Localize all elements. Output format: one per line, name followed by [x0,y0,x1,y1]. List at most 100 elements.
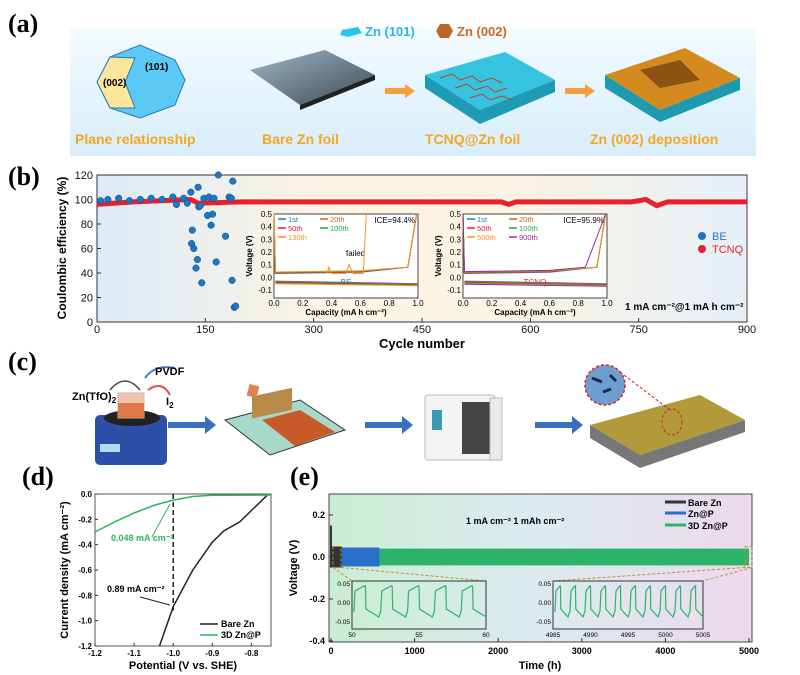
y-tick-label: -0.8 [78,591,92,600]
x-tick-label: 450 [413,324,431,336]
legend-3d-zn-p: 3D Zn@P [221,630,261,640]
inset-y-axis-label: Voltage (V) [245,235,254,277]
y-tick-label: 0 [87,317,93,329]
y-tick-label: 0.0 [312,552,325,562]
data-point-be [214,171,222,179]
data-point-be [169,193,177,201]
data-point-be [232,302,240,310]
y-tick-label: 20 [81,293,93,305]
inset-discharge-curve [464,280,608,285]
data-point-be [147,194,155,202]
inset-y-tick-label: 0.5 [450,210,462,219]
data-point-be [136,195,144,204]
inset-x-tick-label: 4985 [546,632,561,639]
inset-y-tick-label: 0.3 [450,235,462,244]
inset-legend-label: 130th [288,233,307,242]
inset-y-tick-label: 0.2 [261,248,273,257]
inset-discharge-curve [464,281,608,285]
panel-a: (a) Zn (101) Zn (002) (101) (002) Plane … [8,9,756,156]
inset-x-tick-label: 5005 [696,632,711,639]
data-point-be [210,194,218,202]
data-point-be [97,197,105,205]
face-101-label: (101) [145,62,168,73]
inset-x-tick-label: 55 [415,632,423,639]
tcnq-zn-foil-image [425,52,555,110]
x-tick-label: 900 [738,324,756,336]
data-point-be [172,200,180,208]
legend-marker-tcnq [698,245,706,253]
x-axis-label: Time (h) [519,660,562,672]
data-point-be [198,279,206,287]
data-point-be [193,255,201,264]
x-tick-label: 4000 [655,646,675,656]
x-tick-label: 1000 [405,646,425,656]
legend-bare-zn: Bare Zn [688,498,722,508]
inset-x-tick-label: 0.2 [486,299,498,308]
y-tick-label: -0.2 [309,594,325,604]
iodine-label: I2 [166,396,174,410]
panel-label: (e) [290,462,319,491]
y-tick-label: -1.0 [78,617,92,626]
inset-y-tick-label: 0.4 [261,223,273,232]
zoom-region-marker [332,546,342,568]
x-tick-label: 150 [196,324,214,336]
legend-be: BE [712,231,727,243]
arrow-icon [565,84,595,98]
salt-label: Zn(TfO)2 [72,391,117,405]
inset-charge-curve [273,213,418,273]
y-axis-label: Voltage (V) [288,539,300,596]
inset-charge-curve [462,213,607,273]
deposit-region [640,60,700,88]
inset-discharge-curve [464,283,608,287]
condition-annotation: 1 mA cm⁻²@1 mA h cm⁻² [625,302,744,313]
inset-discharge-curve [464,283,608,287]
step-label: TCNQ@Zn foil [425,131,520,147]
annotation-arrow [139,596,171,606]
x-tick-label: 600 [521,324,539,336]
inset-y-tick-label: -0.1 [447,286,461,295]
inset-y-tick-label: 0.1 [450,261,462,270]
inset-voltage-profile [352,585,487,618]
legend-zn-p: Zn@P [688,509,714,519]
inset-y-tick-label: -0.1 [258,286,272,295]
data-point-be [115,194,123,202]
data-point-be [194,183,202,191]
inset-x-tick-label: 0.0 [268,299,280,308]
legend-zn002: Zn (002) [457,24,507,39]
inset-y-tick-label: 0.2 [450,248,462,257]
inset-x-tick-label: 0.2 [297,299,309,308]
y-tick-label: 100 [75,195,93,207]
voltage-band-bare-zn [331,546,342,568]
condition-annotation: 1 mA cm⁻² 1 mAh cm⁻² [466,516,564,526]
data-point-be [196,202,204,210]
y-axis-label: Coulombic efficiency (%) [55,177,69,320]
inset-x-tick-label: 4990 [583,632,598,639]
inset-y-tick-label: 0.05 [538,581,551,588]
inset-discharge-curve [275,281,419,285]
data-point-be [183,199,191,207]
inset-y-tick-label: 0.0 [261,273,273,282]
data-point-be [209,210,217,218]
panel-label: (c) [8,347,37,376]
inset-x-tick-label: 4995 [621,632,636,639]
inset-y-axis-label: Voltage (V) [434,235,443,277]
data-point-be [125,197,134,205]
face-002-label: (002) [103,78,126,89]
y-axis-label: Current density (mA cm⁻²) [59,501,71,639]
inset-x-tick-label: 0.8 [384,299,396,308]
foil-edge [300,75,375,110]
crystal-illustration: (101) (002) [96,44,186,119]
legend-zn101: Zn (101) [365,24,415,39]
inset-y-tick-label: 0.3 [261,235,273,244]
x-axis-label: Potential (V vs. SHE) [129,660,238,672]
series-line-bare-zn [158,494,268,647]
inset-y-tick-label: -0.05 [536,619,551,626]
data-point-be [158,195,166,204]
stirrer-beaker-image [95,392,167,465]
panel-label: (a) [8,9,38,38]
data-point-be [207,221,215,229]
inset-y-tick-label: 0.4 [450,223,462,232]
inset-failed-note: failed [346,249,365,258]
panel-d: (d) -1.2 -1.1 -1.0 -0.9 -0.8 0.0 -0.2 -0.4 -0.6 -… [22,462,272,672]
